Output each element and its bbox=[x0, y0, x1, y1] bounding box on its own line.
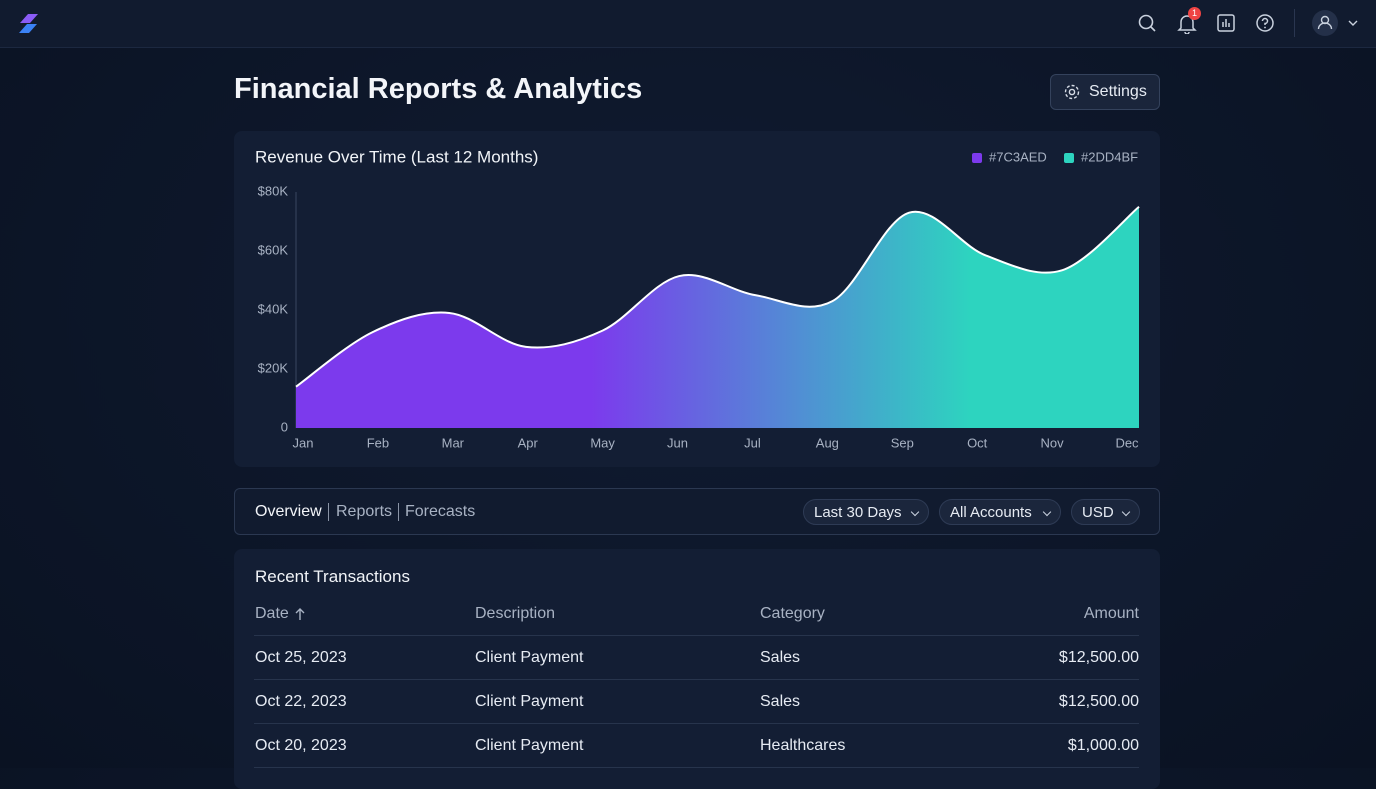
search-icon[interactable] bbox=[1136, 12, 1158, 34]
x-tick-label: May bbox=[590, 435, 615, 450]
user-menu[interactable] bbox=[1311, 9, 1363, 37]
row-divider bbox=[254, 635, 1139, 636]
chart-card: Revenue Over Time (Last 12 Months) #7C3A… bbox=[234, 131, 1160, 467]
settings-button[interactable]: Settings bbox=[1050, 74, 1160, 110]
column-header[interactable]: Amount bbox=[1083, 605, 1139, 622]
x-tick-label: Jul bbox=[744, 435, 761, 450]
x-tick-label: Mar bbox=[442, 435, 465, 450]
x-tick-label: Feb bbox=[367, 435, 389, 450]
page: 1 Financial Reports & Analytics Settings… bbox=[0, 0, 1376, 768]
cell: Sales bbox=[760, 693, 801, 710]
settings-label: Settings bbox=[1089, 83, 1147, 100]
help-icon[interactable] bbox=[1254, 12, 1276, 34]
cell: $12,500.00 bbox=[1058, 693, 1139, 710]
x-tick-label: Nov bbox=[1041, 435, 1065, 450]
tab-divider bbox=[398, 503, 399, 521]
filter-dropdown[interactable]: All Accounts bbox=[939, 499, 1061, 525]
column-header[interactable]: Description bbox=[475, 605, 556, 622]
column-header[interactable]: Category bbox=[760, 605, 825, 622]
cell: Sales bbox=[760, 649, 801, 666]
cell: Oct 25, 2023 bbox=[255, 649, 347, 666]
table-title: Recent Transactions bbox=[255, 567, 410, 586]
chart-title: Revenue Over Time (Last 12 Months) bbox=[255, 147, 538, 166]
x-tick-label: Oct bbox=[967, 435, 988, 450]
legend-label: #2DD4BF bbox=[1081, 149, 1138, 164]
y-tick-label: $60K bbox=[258, 242, 289, 257]
cell: Healthcares bbox=[760, 737, 846, 754]
y-tick-label: $80K bbox=[258, 183, 289, 198]
legend-swatch bbox=[972, 153, 982, 163]
x-tick-label: Sep bbox=[891, 435, 914, 450]
notification-badge: 1 bbox=[1188, 7, 1201, 20]
row-divider bbox=[254, 679, 1139, 680]
y-tick-label: 0 bbox=[281, 419, 288, 434]
y-tick-label: $40K bbox=[258, 301, 289, 316]
x-tick-label: Jan bbox=[293, 435, 314, 450]
cell: Oct 20, 2023 bbox=[255, 737, 347, 754]
y-tick-label: $20K bbox=[258, 360, 289, 375]
transactions-card: Recent Transactions Date Description Cat… bbox=[234, 549, 1160, 789]
tab[interactable]: Reports bbox=[336, 503, 393, 520]
page-title: Financial Reports & Analytics bbox=[234, 73, 643, 105]
x-tick-label: Aug bbox=[816, 435, 839, 450]
legend-swatch bbox=[1064, 153, 1074, 163]
logo[interactable] bbox=[16, 11, 41, 36]
filter-dropdown[interactable]: Last 30 Days bbox=[803, 499, 929, 525]
column-header[interactable]: Date bbox=[255, 605, 289, 622]
filter-dropdown[interactable]: USD bbox=[1071, 499, 1140, 525]
row-divider bbox=[254, 723, 1139, 724]
cell: Client Payment bbox=[475, 649, 584, 666]
x-tick-label: Dec bbox=[1115, 435, 1139, 450]
x-tick-label: Apr bbox=[518, 435, 539, 450]
cell: Client Payment bbox=[475, 737, 584, 754]
top-bar: 1 bbox=[0, 0, 1376, 48]
tab-divider bbox=[328, 503, 329, 521]
cell: $1,000.00 bbox=[1067, 737, 1139, 754]
x-tick-label: Jun bbox=[667, 435, 688, 450]
gear-icon bbox=[1064, 84, 1080, 100]
sort-icon bbox=[295, 608, 305, 620]
reports-icon[interactable] bbox=[1215, 12, 1237, 34]
area-fill bbox=[296, 206, 1139, 428]
cell: $12,500.00 bbox=[1058, 649, 1139, 666]
tab[interactable]: Forecasts bbox=[405, 503, 476, 520]
cell: Oct 22, 2023 bbox=[255, 693, 347, 710]
toolbar: Overview Reports Forecasts Last 30 Days … bbox=[234, 488, 1160, 535]
legend-label: #7C3AED bbox=[989, 149, 1047, 164]
tab[interactable]: Overview bbox=[255, 503, 322, 520]
chart: Revenue Over Time (Last 12 Months) #7C3A… bbox=[255, 147, 1140, 450]
revenue-line bbox=[295, 205, 1140, 388]
divider bbox=[1294, 9, 1295, 37]
cell: Client Payment bbox=[475, 693, 584, 710]
